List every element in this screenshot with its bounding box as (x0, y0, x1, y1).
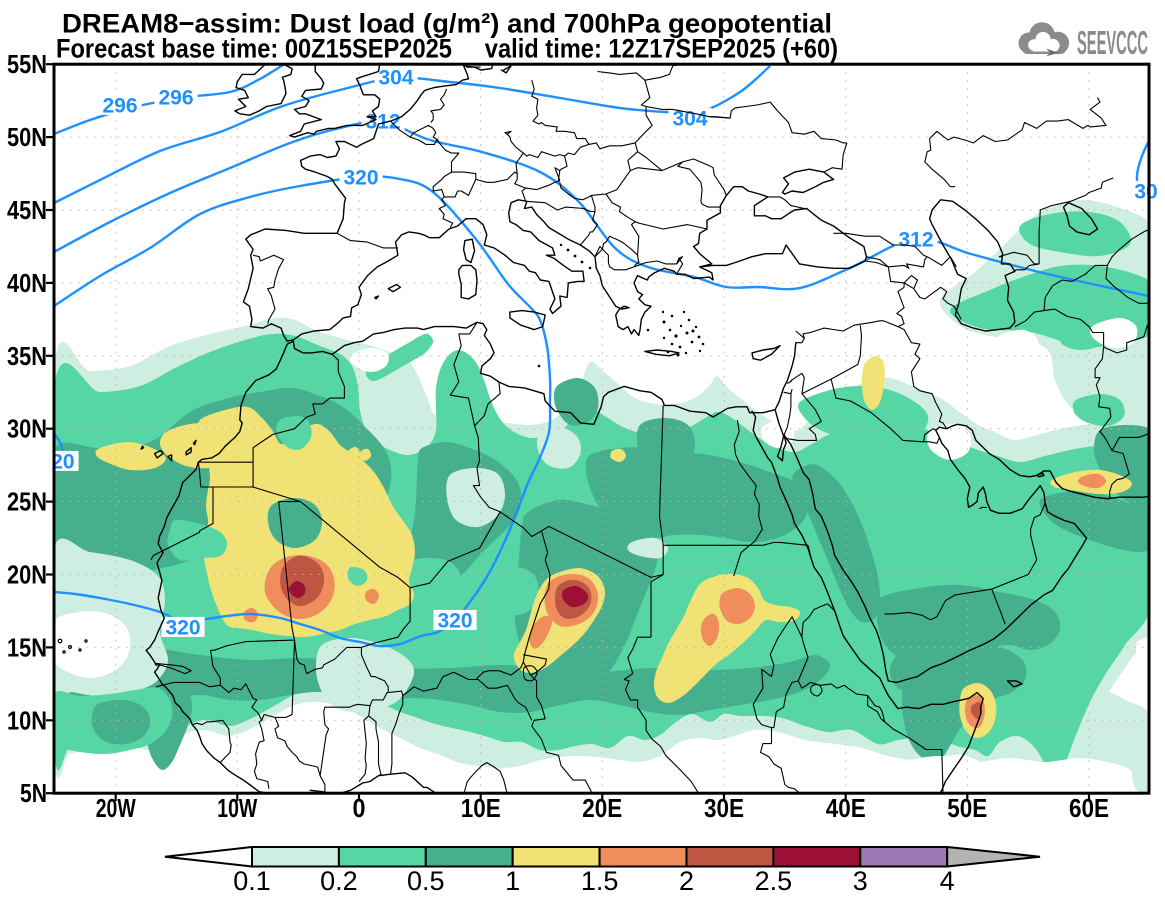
svg-text:304: 304 (672, 108, 707, 131)
svg-text:5N: 5N (20, 778, 47, 808)
svg-text:0.2: 0.2 (320, 866, 358, 896)
svg-text:45N: 45N (7, 195, 47, 225)
svg-text:0.5: 0.5 (407, 866, 445, 896)
svg-text:296: 296 (158, 87, 193, 110)
svg-text:1: 1 (505, 866, 520, 896)
svg-text:296: 296 (102, 95, 137, 118)
svg-text:0.1: 0.1 (233, 866, 271, 896)
svg-text:3: 3 (853, 866, 868, 896)
svg-text:4: 4 (940, 866, 955, 896)
svg-text:40E: 40E (826, 793, 866, 823)
svg-text:50E: 50E (947, 793, 987, 823)
svg-text:2: 2 (679, 866, 694, 896)
svg-text:20W: 20W (96, 793, 136, 823)
svg-text:40N: 40N (7, 268, 47, 298)
svg-text:60E: 60E (1069, 793, 1109, 823)
svg-text:10W: 10W (217, 793, 257, 823)
svg-text:DREAM8−assim: Dust load (g/m²): DREAM8−assim: Dust load (g/m²) and 700hP… (62, 9, 832, 39)
svg-text:320: 320 (343, 167, 378, 190)
svg-text:320: 320 (165, 617, 200, 640)
svg-text:320: 320 (437, 610, 472, 633)
svg-text:55N: 55N (7, 49, 47, 79)
svg-text:SEEVCCC: SEEVCCC (1077, 24, 1148, 61)
svg-text:50N: 50N (7, 122, 47, 152)
svg-text:Forecast base time: 00Z15SEP20: Forecast base time: 00Z15SEP2025 valid t… (56, 34, 838, 64)
svg-text:15N: 15N (7, 632, 47, 662)
svg-text:20N: 20N (7, 560, 47, 590)
svg-text:30E: 30E (704, 793, 744, 823)
svg-text:25N: 25N (7, 487, 47, 517)
svg-text:30N: 30N (7, 414, 47, 444)
svg-text:35N: 35N (7, 341, 47, 371)
svg-text:320: 320 (39, 451, 74, 474)
svg-text:20E: 20E (582, 793, 622, 823)
svg-text:30: 30 (1134, 181, 1157, 204)
svg-text:0: 0 (353, 793, 366, 823)
svg-text:10E: 10E (461, 793, 501, 823)
svg-text:1.5: 1.5 (581, 866, 619, 896)
svg-text:2.5: 2.5 (755, 866, 793, 896)
svg-text:10N: 10N (7, 705, 47, 735)
svg-text:304: 304 (378, 67, 413, 90)
